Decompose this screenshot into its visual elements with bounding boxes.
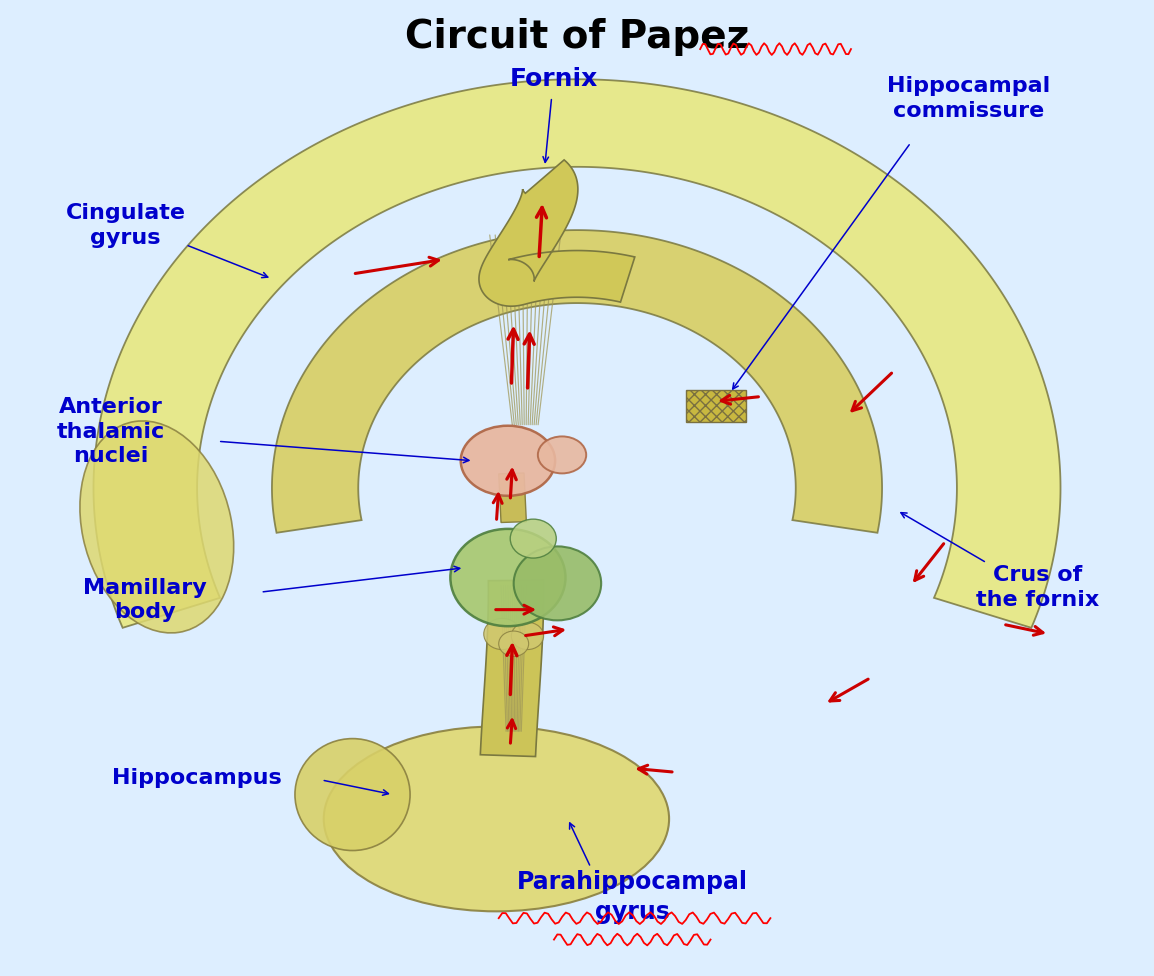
Text: Crus of
the fornix: Crus of the fornix	[976, 565, 1099, 610]
Text: Mamillary
body: Mamillary body	[83, 578, 208, 623]
Circle shape	[484, 619, 520, 650]
Polygon shape	[272, 230, 882, 533]
Text: Cingulate
gyrus: Cingulate gyrus	[66, 203, 186, 248]
Polygon shape	[479, 160, 635, 306]
Circle shape	[514, 547, 601, 621]
Text: Parahippocampal
gyrus: Parahippocampal gyrus	[517, 870, 748, 923]
Circle shape	[499, 631, 529, 657]
Text: Anterior
thalamic
nuclei: Anterior thalamic nuclei	[57, 397, 165, 467]
Bar	[687, 389, 747, 422]
Circle shape	[511, 623, 544, 650]
Text: Fornix: Fornix	[510, 67, 598, 91]
Ellipse shape	[538, 436, 586, 473]
Ellipse shape	[324, 726, 669, 912]
Circle shape	[510, 519, 556, 558]
Polygon shape	[480, 580, 544, 756]
Text: Hippocampal
commissure: Hippocampal commissure	[886, 76, 1050, 121]
Circle shape	[450, 529, 565, 627]
Text: Hippocampus: Hippocampus	[112, 768, 282, 788]
Polygon shape	[499, 473, 526, 522]
Text: Circuit of Papez: Circuit of Papez	[405, 19, 749, 57]
Ellipse shape	[460, 426, 555, 496]
Polygon shape	[93, 79, 1061, 628]
Ellipse shape	[80, 421, 234, 632]
Ellipse shape	[295, 739, 410, 850]
